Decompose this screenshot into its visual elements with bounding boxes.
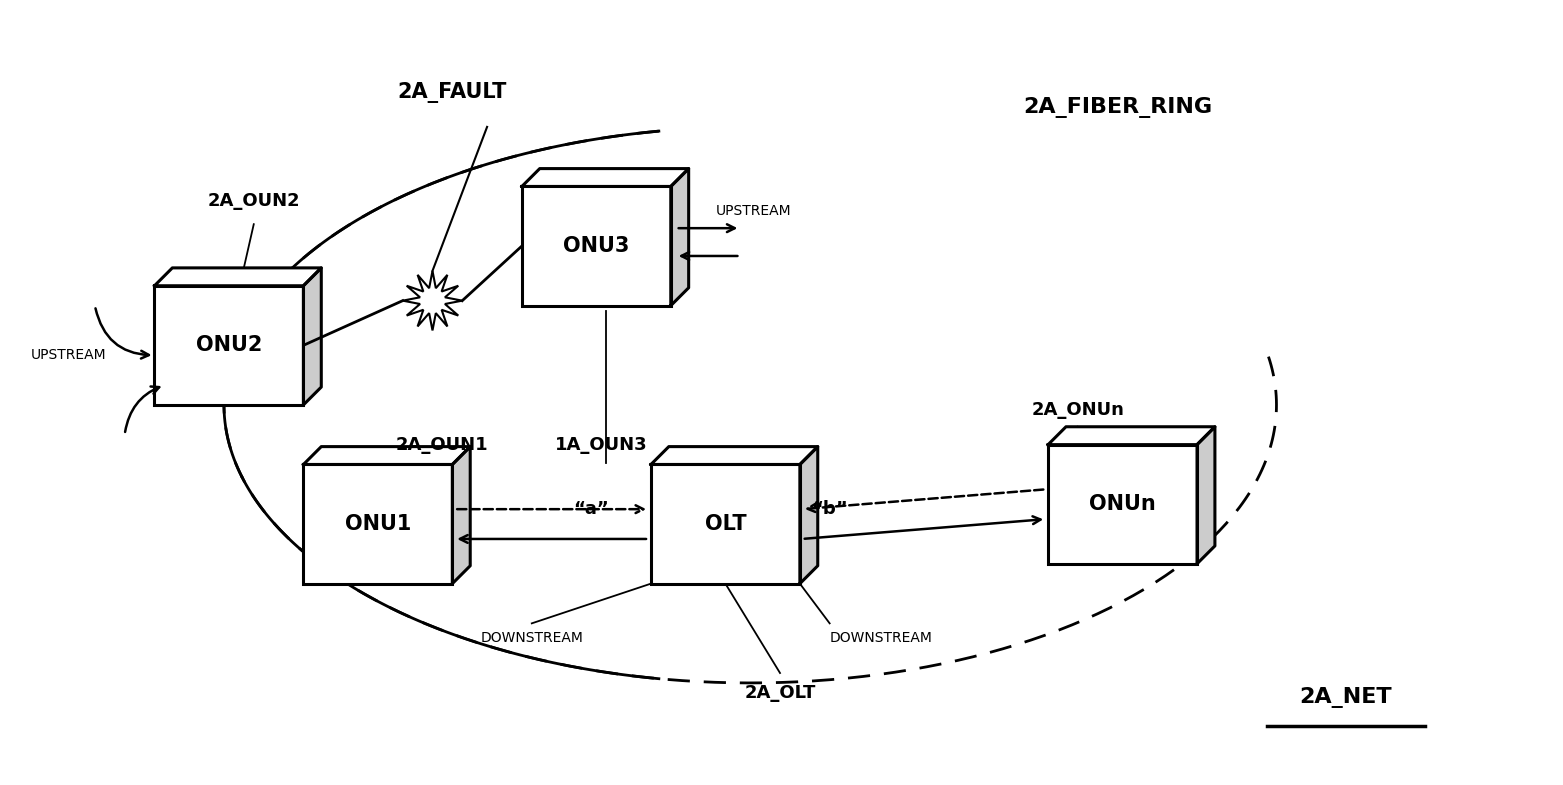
Polygon shape	[303, 268, 322, 405]
Polygon shape	[452, 447, 470, 583]
Text: ONUn: ONUn	[1089, 495, 1157, 514]
Bar	[303, 465, 452, 583]
Text: ONU2: ONU2	[195, 335, 263, 356]
Polygon shape	[522, 169, 689, 187]
Text: ONU3: ONU3	[563, 236, 630, 256]
Text: 2A_OUN1: 2A_OUN1	[395, 436, 489, 454]
Text: UPSTREAM: UPSTREAM	[716, 204, 791, 218]
Text: 2A_FIBER_RING: 2A_FIBER_RING	[1024, 97, 1213, 118]
Polygon shape	[671, 169, 689, 305]
Text: “b”: “b”	[811, 500, 849, 518]
Bar	[155, 286, 303, 405]
Bar	[522, 187, 671, 305]
Polygon shape	[1197, 427, 1214, 564]
Polygon shape	[800, 447, 817, 583]
Text: DOWNSTREAM: DOWNSTREAM	[480, 631, 583, 645]
Polygon shape	[155, 268, 322, 286]
Polygon shape	[303, 447, 470, 465]
Text: 1A_OUN3: 1A_OUN3	[555, 436, 647, 454]
Text: 2A_OUN2: 2A_OUN2	[208, 192, 300, 210]
Text: DOWNSTREAM: DOWNSTREAM	[830, 631, 933, 645]
Polygon shape	[650, 447, 817, 465]
Bar	[650, 465, 800, 583]
Text: 2A_FAULT: 2A_FAULT	[397, 82, 506, 103]
Polygon shape	[403, 271, 463, 330]
Bar	[1049, 444, 1197, 564]
Text: ONU1: ONU1	[345, 514, 411, 534]
Text: UPSTREAM: UPSTREAM	[30, 349, 106, 362]
Text: 2A_ONUn: 2A_ONUn	[1032, 401, 1124, 419]
Polygon shape	[1049, 427, 1214, 444]
Text: 2A_OLT: 2A_OLT	[744, 684, 816, 702]
Text: 2A_NET: 2A_NET	[1300, 688, 1393, 708]
Text: OLT: OLT	[705, 514, 746, 534]
Text: “a”: “a”	[574, 500, 610, 518]
